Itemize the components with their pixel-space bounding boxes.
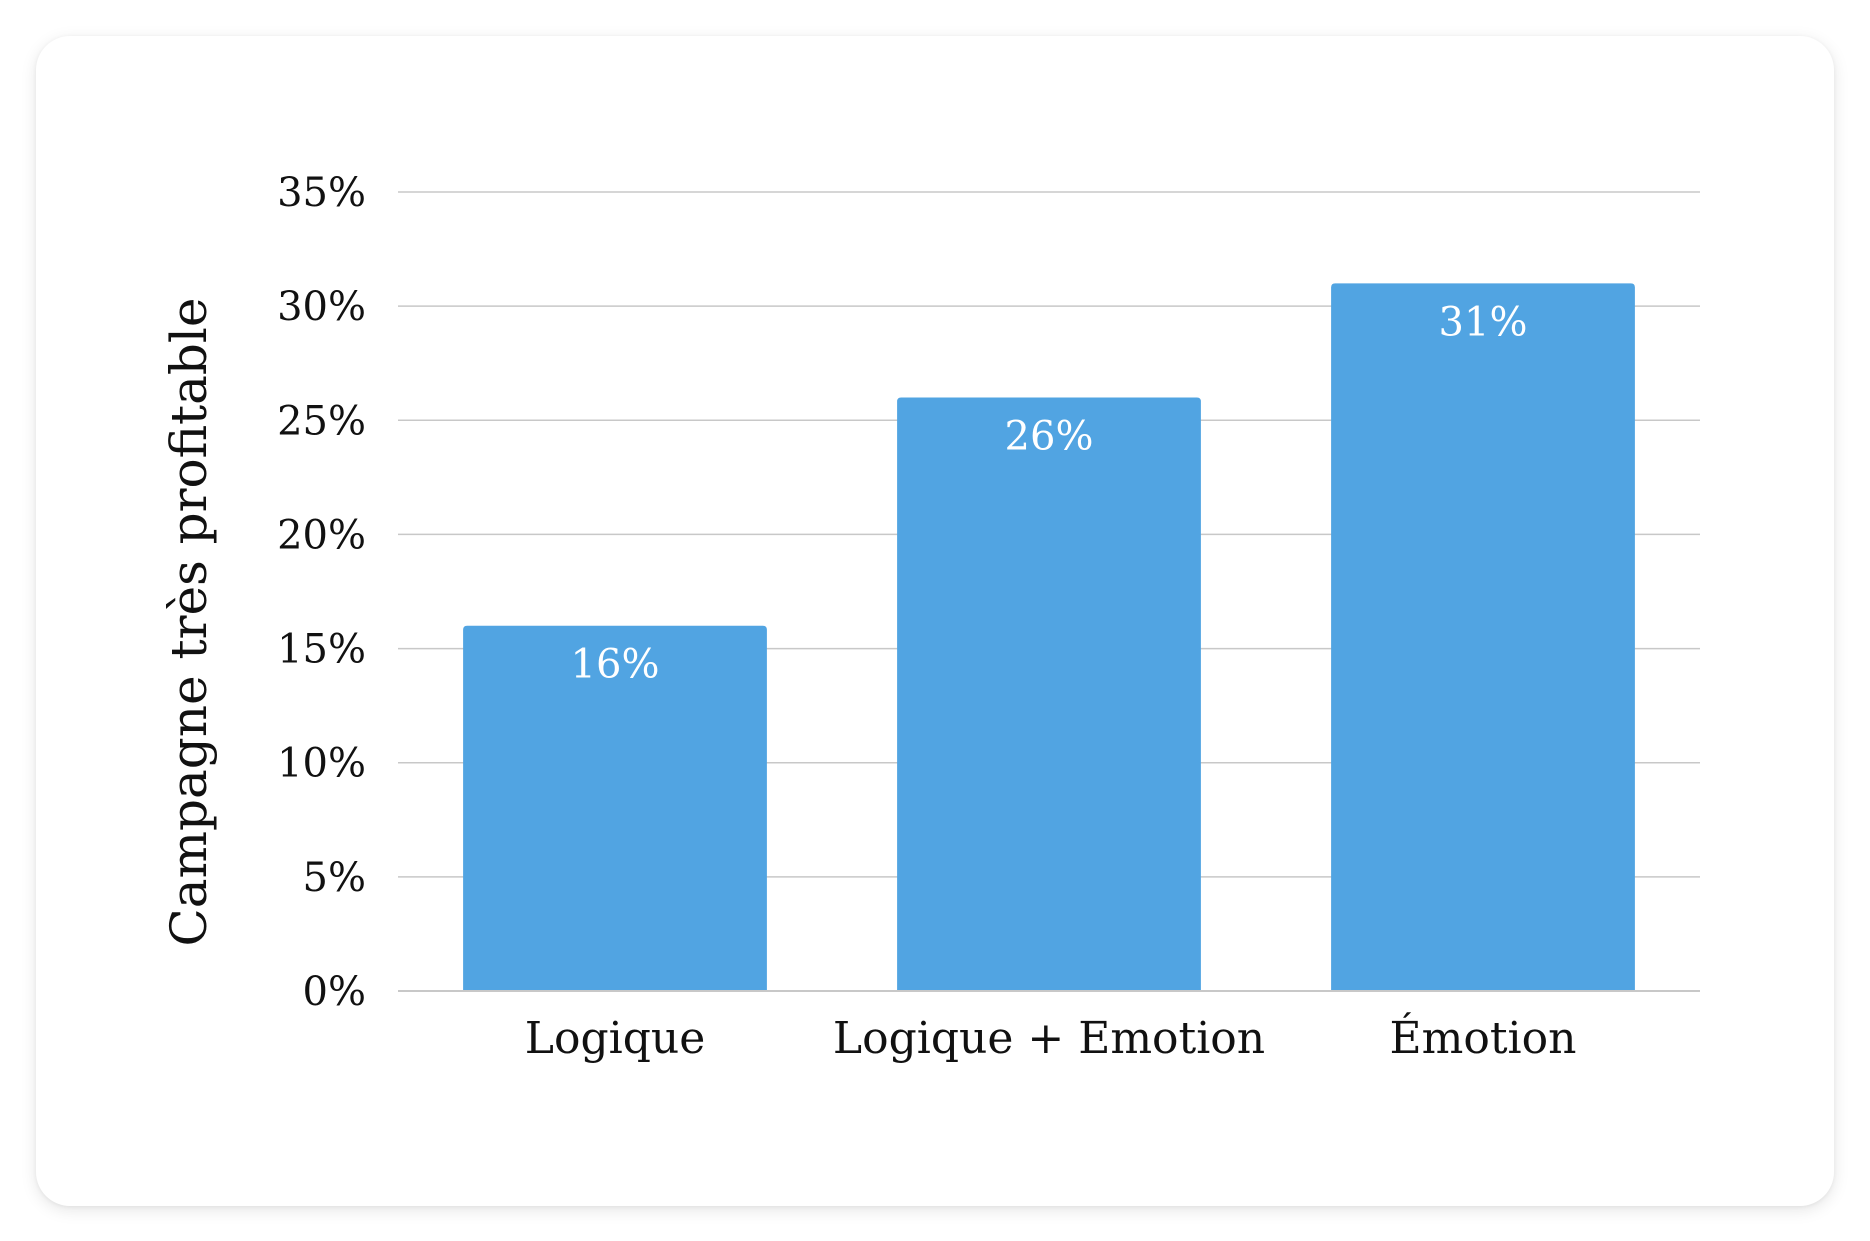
x-tick-label: Logique [525,1013,706,1064]
x-tick-label: Émotion [1390,1011,1577,1064]
y-tick-label: 30% [277,284,366,330]
bars [463,283,1635,991]
x-tick-label: Logique + Emotion [833,1013,1265,1064]
y-tick-label: 5% [303,855,366,901]
bar-motion [1331,283,1635,991]
y-axis-title: Campagne très profitable [160,298,218,947]
x-axis-labels: Logique Logique + Emotion Émotion [525,1011,1577,1064]
data-label: 31% [1439,299,1528,345]
data-label: 26% [1005,413,1094,459]
y-tick-label: 10% [277,741,366,787]
data-labels: 16% 26% 31% [571,299,1528,687]
data-label: 16% [571,642,660,688]
y-tick-label: 25% [277,398,366,444]
bar-logique-emotion [897,397,1201,991]
y-axis-ticks: 0% 5% 10% 15% 20% 25% 30% 35% [277,170,366,1015]
y-tick-label: 35% [277,170,366,216]
bar-logique [463,625,767,991]
y-tick-label: 0% [303,969,366,1015]
y-tick-label: 15% [277,627,366,673]
y-tick-label: 20% [277,512,366,558]
